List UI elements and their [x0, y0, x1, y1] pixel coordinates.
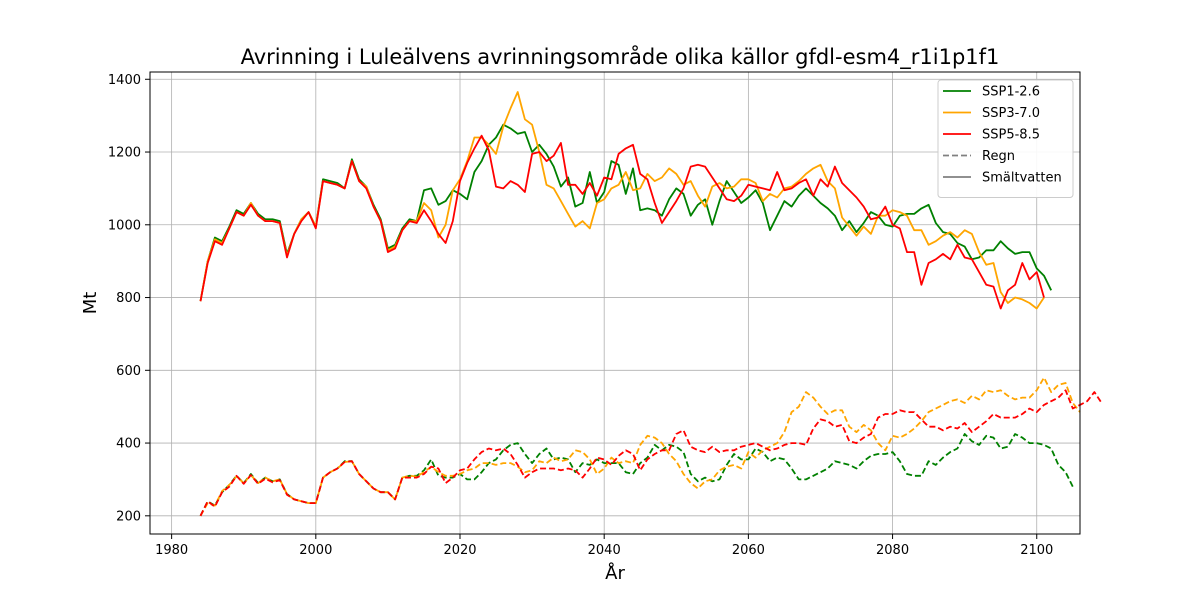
x-tick-label: 2020 [443, 543, 476, 558]
legend-label: SSP5-8.5 [982, 128, 1040, 143]
x-axis-label: År [605, 562, 625, 584]
y-tick-label: 400 [116, 437, 141, 452]
x-tick-label: 2100 [1020, 543, 1053, 558]
x-tick-label: 2080 [876, 543, 909, 558]
y-tick-label: 1000 [108, 218, 141, 233]
series-line-ssp1-2-6-regn [199, 433, 1074, 517]
x-tick-label: 2000 [299, 543, 332, 558]
legend-label: Regn [982, 149, 1015, 164]
series-line-ssp5-8-5-regn [199, 389, 1103, 517]
legend-box [937, 79, 1074, 198]
legend-label: SSP3-7.0 [982, 106, 1040, 121]
series-line-ssp5-8-5-sm-ltvatten [199, 134, 1045, 310]
y-tick-label: 200 [116, 509, 141, 524]
legend-label: SSP1-2.6 [982, 85, 1040, 100]
x-tick-label: 2060 [732, 543, 765, 558]
legend: SSP1-2.6 SSP3-7.0 SSP5-8.5 Regn Smältvatten [937, 79, 1074, 198]
grid-lines [150, 72, 1080, 534]
series-line-ssp3-7-0-regn [199, 376, 1081, 517]
x-tick-label: 1980 [155, 543, 188, 558]
y-tick-label: 1400 [108, 73, 141, 88]
chart-title: Avrinning i Luleälvens avrinningsområde … [241, 44, 1000, 70]
y-axis-label: Mt [80, 292, 101, 315]
y-tick-label: 800 [116, 291, 141, 306]
y-tick-label: 1200 [108, 146, 141, 161]
y-tick-label: 600 [116, 364, 141, 379]
y-axis-ticks: 200 400 600 800 1000 1200 1400 [108, 73, 150, 524]
legend-label: Smältvatten [982, 171, 1062, 186]
plot-frame [149, 71, 1081, 535]
x-tick-label: 2040 [588, 543, 621, 558]
x-axis-ticks: 1980 2000 2020 2040 2060 2080 2100 [155, 534, 1053, 558]
plot-area [199, 91, 1103, 517]
